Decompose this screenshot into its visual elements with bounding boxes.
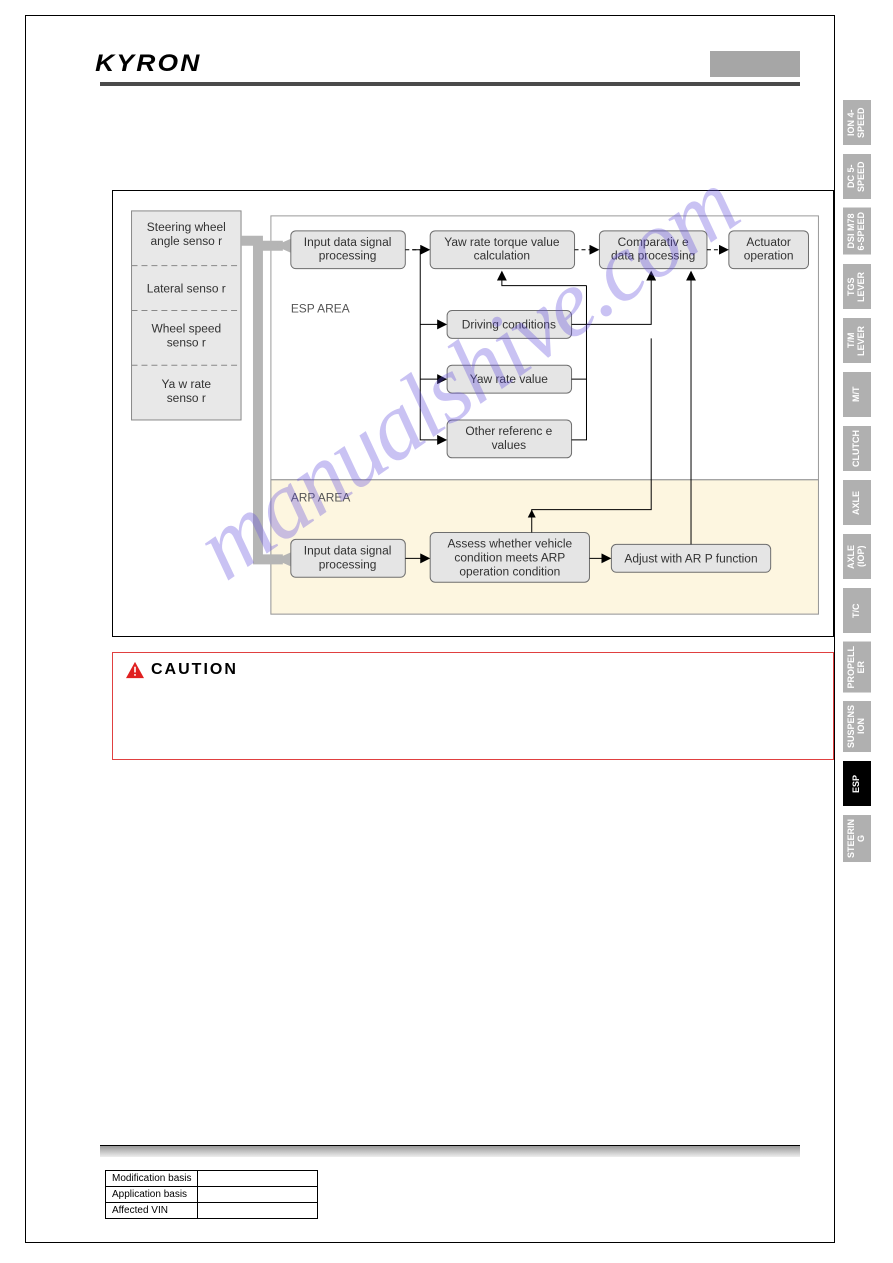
tab-dc5speed[interactable]: DC 5-SPEED — [843, 154, 871, 199]
footer-label: Modification basis — [106, 1171, 198, 1187]
sensors-panel: Steering wheelangle senso r Lateral sens… — [132, 211, 242, 420]
table-row: Affected VIN — [106, 1203, 318, 1219]
tab-steering[interactable]: STEERING — [843, 815, 871, 862]
node-arp-assess: Assess whether vehiclecondition meets AR… — [430, 532, 589, 582]
svg-text:Yaw rate value: Yaw rate value — [470, 372, 548, 386]
arp-area-label: ARP AREA — [291, 491, 351, 505]
tab-mt[interactable]: M/T — [843, 372, 871, 417]
sensor-lateral-label: Lateral senso r — [147, 282, 226, 296]
node-comparative: Comparativ edata processing — [599, 231, 707, 269]
node-driving-cond: Driving conditions — [447, 310, 571, 338]
node-yaw-value: Yaw rate value — [447, 365, 571, 393]
sensor-yawrate-label: Ya w ratesenso r — [162, 377, 212, 405]
svg-text:Actuatoroperation: Actuatoroperation — [744, 235, 794, 263]
warning-icon — [125, 661, 145, 679]
footer-label: Affected VIN — [106, 1203, 198, 1219]
footer-table: Modification basis Application basis Aff… — [105, 1170, 318, 1219]
flowchart: Steering wheelangle senso r Lateral sens… — [112, 190, 834, 637]
brand-logo: KYRON — [95, 50, 201, 78]
node-other-ref: Other referenc evalues — [447, 420, 571, 458]
tab-clutch[interactable]: CLUTCH — [843, 426, 871, 471]
tab-dsim78[interactable]: DSI M786-SPEED — [843, 208, 871, 255]
node-arp-input: Input data signalprocessing — [291, 539, 405, 577]
sensor-steering-label: Steering wheelangle senso r — [147, 220, 226, 248]
node-arp-adjust: Adjust with AR P function — [611, 544, 770, 572]
side-tabs: ION 4-SPEED DC 5-SPEED DSI M786-SPEED TG… — [843, 100, 871, 862]
tab-axleiop[interactable]: AXLE(IOP) — [843, 534, 871, 579]
header-page-box — [710, 51, 800, 77]
node-actuator: Actuatoroperation — [729, 231, 809, 269]
tab-propeller[interactable]: PROPELLER — [843, 642, 871, 693]
svg-text:Comparativ edata processing: Comparativ edata processing — [611, 235, 695, 263]
node-esp-input: Input data signalprocessing — [291, 231, 405, 269]
svg-text:Assess whether vehicleconditi: Assess whether vehiclecondition meets AR… — [447, 536, 572, 578]
footer-label: Application basis — [106, 1187, 198, 1203]
tab-ion4speed[interactable]: ION 4-SPEED — [843, 100, 871, 145]
table-row: Modification basis — [106, 1171, 318, 1187]
footer-value — [198, 1171, 318, 1187]
header: KYRON — [100, 50, 800, 78]
table-row: Application basis — [106, 1187, 318, 1203]
svg-text:Driving conditions: Driving conditions — [462, 317, 556, 331]
tab-tc[interactable]: T/C — [843, 588, 871, 633]
tab-axle[interactable]: AXLE — [843, 480, 871, 525]
caution-box: CAUTION — [112, 652, 834, 760]
tab-tmlever[interactable]: T/MLEVER — [843, 318, 871, 363]
header-rule — [100, 82, 800, 86]
footer-rule — [100, 1145, 800, 1157]
flowchart-svg: Steering wheelangle senso r Lateral sens… — [113, 191, 833, 636]
caution-title: CAUTION — [151, 661, 238, 679]
footer-value — [198, 1203, 318, 1219]
tab-esp[interactable]: ESP — [843, 761, 871, 806]
esp-area-label: ESP AREA — [291, 301, 350, 315]
tab-suspension[interactable]: SUSPENSION — [843, 701, 871, 752]
tab-tgslever[interactable]: TGSLEVER — [843, 264, 871, 309]
node-yaw-calc: Yaw rate torque valuecalculation — [430, 231, 574, 269]
svg-text:Adjust with AR P function: Adjust with AR P function — [624, 551, 757, 565]
footer-value — [198, 1187, 318, 1203]
